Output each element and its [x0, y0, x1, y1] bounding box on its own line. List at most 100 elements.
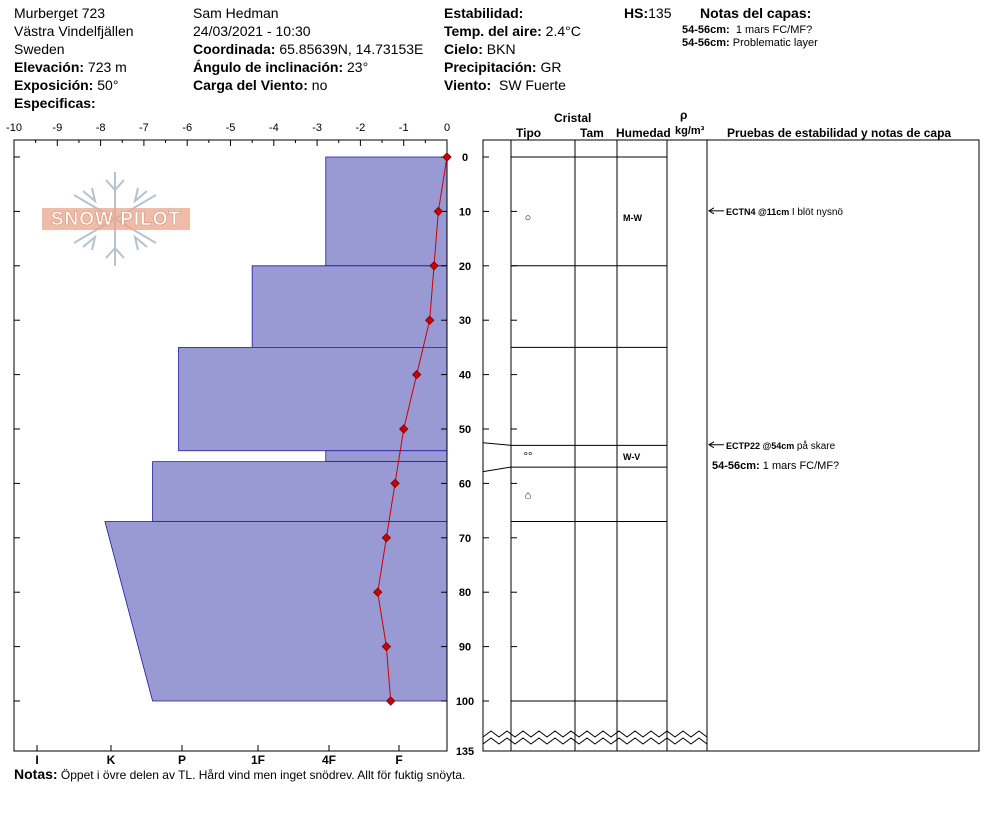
- layer-note-1: 54-56cm: 1 mars FC/MF?: [682, 24, 812, 37]
- temp-tick-label: -9: [52, 122, 62, 134]
- temp-tick-label: -5: [226, 122, 236, 134]
- hardness-tick-label: K: [107, 753, 116, 767]
- moisture-header: Humedad: [616, 126, 671, 140]
- hs-row: HS:135: [624, 5, 671, 21]
- hardness-bar: [325, 156, 448, 267]
- snowpilot-logo: SNOW PILOT: [42, 172, 190, 266]
- depth-tick-label: 0: [462, 152, 468, 164]
- moisture-label: W-V: [623, 452, 640, 462]
- temperature-point: [433, 206, 444, 217]
- region-name: Västra Vindelfjällen: [14, 23, 134, 39]
- layer-note-2-range: 54-56cm:: [682, 37, 730, 49]
- temperature-profile: [373, 152, 452, 706]
- notes-row: Notas: Öppet i övre delen av TL. Hård vi…: [14, 766, 465, 783]
- slope-label: Ángulo de inclinación:: [193, 59, 344, 75]
- temperature-point: [411, 369, 422, 380]
- layer-boundary: [482, 442, 667, 446]
- temperature-point: [386, 696, 396, 706]
- depth-bottom-label: 135: [456, 746, 474, 758]
- temperature-point: [424, 315, 435, 325]
- temperature-point: [429, 261, 439, 271]
- wind-row: Viento: SW Fuerte: [444, 77, 566, 93]
- temperature-point: [373, 587, 383, 597]
- air-temp-row: Temp. del aire: 2.4°C: [444, 23, 581, 39]
- hardness-tick-label: I: [35, 753, 38, 767]
- sky-label: Cielo:: [444, 41, 483, 57]
- crystal-symbol: °°: [524, 451, 533, 463]
- temp-tick-label: -10: [6, 122, 22, 134]
- elevation-label: Elevación:: [14, 59, 85, 75]
- temperature-point: [381, 533, 392, 543]
- crystal-header: Cristal: [554, 111, 592, 125]
- temperature-point: [398, 424, 409, 434]
- layer-boundary: [482, 466, 667, 473]
- aspect-value: 50°: [97, 77, 119, 93]
- depth-tick-label: 90: [459, 642, 471, 654]
- depth-tick-label: 50: [459, 424, 471, 436]
- crystal-symbol: ○: [525, 212, 532, 224]
- observer-name: Sam Hedman: [193, 5, 279, 21]
- temp-tick-label: -1: [399, 122, 409, 134]
- layer-note-2: 54-56cm: Problematic layer: [682, 37, 818, 50]
- temp-tick-label: 0: [444, 122, 450, 134]
- size-header: Tam: [580, 126, 604, 140]
- date-time: 24/03/2021 - 10:30: [193, 23, 311, 39]
- depth-tick-label: 40: [459, 370, 471, 382]
- depth-break: [482, 730, 708, 738]
- depth-tick-label: 100: [456, 696, 474, 708]
- temp-tick-label: -3: [312, 122, 322, 134]
- hardness-bar: [251, 265, 448, 348]
- depth-tick-label: 60: [459, 478, 471, 490]
- hardness-profile: [104, 156, 448, 702]
- depth-tick-label: 80: [459, 587, 471, 599]
- rho-header: ρ: [680, 108, 688, 122]
- notes-text: Öppet i övre delen av TL. Hård vind men …: [60, 768, 466, 782]
- snow-profile-chart: -10 -9 -8 -7 -6 -5 -4 -3 -2 -1 0010203040506070809…: [6, 122, 980, 767]
- layer-table-frame: [482, 139, 980, 752]
- layer-note-1-text: 1 mars FC/MF?: [735, 24, 813, 36]
- precip-label: Precipitación:: [444, 59, 537, 75]
- air-temp-label: Temp. del aire:: [444, 23, 542, 39]
- hardness-bar: [178, 346, 448, 452]
- temp-tick-label: -6: [182, 122, 192, 134]
- temp-tick-label: -4: [269, 122, 279, 134]
- hardness-tick-label: P: [178, 753, 186, 767]
- hardness-bar: [104, 521, 448, 702]
- depth-break: [482, 737, 708, 745]
- hs-value: 135: [648, 5, 672, 21]
- windload-value: no: [311, 77, 328, 93]
- depth-tick-label: 10: [459, 206, 471, 218]
- layer-note-1-range: 54-56cm:: [682, 24, 730, 36]
- precip-value: GR: [540, 59, 562, 75]
- tests-header: Pruebas de estabilidad y notas de capa: [727, 126, 952, 140]
- coords-label: Coordinada:: [193, 41, 276, 57]
- hs-label: HS:: [624, 5, 649, 21]
- temp-tick-label: -2: [356, 122, 366, 134]
- temperature-point: [390, 478, 400, 489]
- site-name: Murberget 723: [14, 5, 106, 21]
- layer-notes-label: Notas del capas:: [700, 5, 812, 21]
- temperature-point: [381, 641, 392, 652]
- logo-text: SNOW PILOT: [51, 209, 181, 230]
- stability-test: ECTP22 @54cm på skare: [726, 440, 836, 452]
- slope-row: Ángulo de inclinación: 23°: [193, 59, 368, 75]
- stability-test-note: 54-56cm: 1 mars FC/MF?: [712, 460, 839, 472]
- sky-value: BKN: [486, 41, 516, 57]
- temp-tick-label: -7: [139, 122, 149, 134]
- sky-row: Cielo: BKN: [444, 41, 516, 57]
- hardness-tick-label: F: [395, 753, 402, 767]
- slope-value: 23°: [347, 59, 369, 75]
- air-temp-value: 2.4°C: [545, 23, 581, 39]
- coords-value: 65.85639N, 14.73153E: [279, 41, 424, 57]
- test-arrow-head: [708, 207, 715, 215]
- coords-row: Coordinada: 65.85639N, 14.73153E: [193, 41, 423, 57]
- temp-tick-label: -8: [96, 122, 106, 134]
- hardness-bar: [325, 450, 448, 463]
- temperature-point: [442, 152, 452, 162]
- hardness-bar: [152, 461, 448, 522]
- stability-test: ECTN4 @11cm I blöt nysnö: [726, 207, 843, 218]
- aspect-label: Exposición:: [14, 77, 94, 93]
- crystal-symbol: ⌂: [525, 489, 532, 501]
- windload-row: Carga del Viento: no: [193, 77, 327, 93]
- country-name: Sweden: [14, 41, 65, 57]
